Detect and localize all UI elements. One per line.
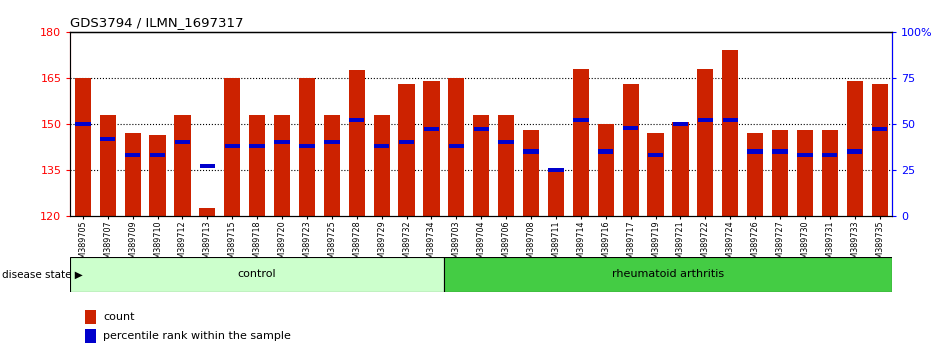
Bar	[722, 118, 738, 122]
Bar	[772, 149, 788, 154]
Bar	[100, 137, 115, 141]
Bar	[448, 78, 465, 216]
Bar	[374, 144, 390, 148]
Bar	[747, 133, 763, 216]
Bar	[623, 126, 639, 130]
Bar	[747, 149, 762, 154]
Bar	[797, 130, 813, 216]
Bar	[648, 153, 663, 157]
Bar	[822, 130, 838, 216]
Bar	[274, 115, 290, 216]
Bar	[871, 84, 887, 216]
Bar	[698, 69, 714, 216]
Bar	[75, 78, 91, 216]
Bar	[200, 164, 215, 168]
Bar	[324, 115, 340, 216]
Bar	[299, 78, 316, 216]
Bar	[823, 153, 838, 157]
Bar	[70, 257, 444, 292]
Bar	[75, 122, 90, 126]
Bar	[597, 124, 614, 216]
Bar	[499, 140, 514, 144]
Bar	[150, 153, 165, 157]
Bar	[199, 208, 215, 216]
Bar	[399, 140, 414, 144]
Bar	[548, 168, 563, 172]
Bar	[449, 144, 464, 148]
Bar	[523, 130, 539, 216]
Bar	[573, 69, 589, 216]
Bar	[125, 153, 140, 157]
Bar	[547, 170, 564, 216]
Bar	[698, 118, 713, 122]
Bar	[672, 122, 688, 216]
Text: count: count	[103, 312, 135, 322]
Bar	[125, 133, 141, 216]
Bar	[224, 144, 240, 148]
Bar	[349, 118, 364, 122]
Bar	[348, 70, 365, 216]
Text: control: control	[238, 269, 276, 279]
Bar	[324, 140, 340, 144]
Bar	[872, 127, 887, 131]
Bar	[249, 115, 265, 216]
Bar	[498, 115, 515, 216]
Bar	[250, 144, 265, 148]
Bar	[224, 78, 240, 216]
Bar	[274, 140, 290, 144]
Bar	[423, 127, 439, 131]
Bar	[523, 149, 539, 154]
Bar	[398, 84, 415, 216]
Bar	[444, 257, 892, 292]
Bar	[623, 84, 639, 216]
Bar	[149, 135, 165, 216]
Bar	[772, 130, 788, 216]
Bar	[722, 50, 738, 216]
Bar	[85, 329, 96, 343]
Bar	[573, 118, 589, 122]
Bar	[847, 149, 862, 154]
Bar	[175, 140, 191, 144]
Bar	[85, 310, 96, 324]
Bar	[797, 153, 812, 157]
Bar	[100, 115, 115, 216]
Bar	[300, 144, 315, 148]
Bar	[473, 115, 489, 216]
Text: rheumatoid arthritis: rheumatoid arthritis	[612, 269, 724, 279]
Bar	[374, 115, 390, 216]
Bar	[423, 81, 439, 216]
Text: GDS3794 / ILMN_1697317: GDS3794 / ILMN_1697317	[70, 16, 244, 29]
Text: disease state ▶: disease state ▶	[2, 269, 83, 279]
Bar	[473, 127, 489, 131]
Bar	[647, 133, 664, 216]
Bar	[672, 122, 688, 126]
Bar	[598, 149, 613, 154]
Text: percentile rank within the sample: percentile rank within the sample	[103, 331, 291, 341]
Bar	[847, 81, 863, 216]
Bar	[175, 115, 191, 216]
